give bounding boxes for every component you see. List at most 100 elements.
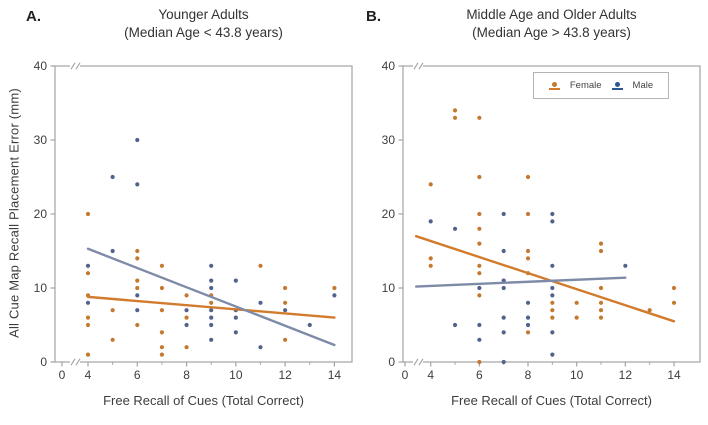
data-point-female bbox=[452, 108, 458, 113]
svg-text:6: 6 bbox=[476, 368, 483, 382]
data-point-female bbox=[477, 263, 482, 268]
svg-text:8: 8 bbox=[525, 368, 532, 382]
legend-female-label: Female bbox=[569, 80, 602, 91]
data-point-female bbox=[159, 345, 165, 350]
data-point-male bbox=[332, 293, 337, 298]
panel-b-title: Middle Age and Older Adults (Median Age … bbox=[403, 6, 700, 41]
data-point-female bbox=[110, 308, 115, 313]
trend-line-female bbox=[86, 295, 336, 319]
data-point-male bbox=[283, 308, 288, 313]
data-point-male bbox=[501, 285, 506, 291]
legend-female-key-icon bbox=[548, 81, 560, 90]
data-point-female bbox=[477, 293, 482, 298]
data-point-male bbox=[85, 300, 91, 305]
data-point-male bbox=[428, 219, 433, 224]
data-point-female bbox=[135, 248, 140, 254]
data-point-female bbox=[477, 211, 482, 217]
data-point-female bbox=[159, 285, 165, 291]
data-point-male bbox=[135, 308, 140, 313]
data-point-male bbox=[209, 278, 214, 283]
data-point-female bbox=[525, 211, 531, 217]
data-point-female bbox=[135, 278, 140, 283]
data-point-female bbox=[184, 345, 189, 350]
data-point-male bbox=[110, 174, 115, 180]
data-point-male bbox=[501, 359, 506, 365]
data-point-female bbox=[428, 263, 433, 268]
data-point-male bbox=[258, 300, 263, 305]
panel-a-x-axis-label: Free Recall of Cues (Total Correct) bbox=[103, 393, 304, 408]
data-point-male bbox=[477, 285, 482, 291]
data-point-male bbox=[209, 322, 214, 328]
data-point-female bbox=[550, 315, 555, 320]
data-point-male bbox=[550, 293, 555, 298]
data-point-female bbox=[184, 315, 189, 320]
data-point-female bbox=[428, 256, 433, 261]
data-point-male bbox=[452, 322, 458, 328]
data-point-female bbox=[525, 248, 531, 254]
data-point-female bbox=[258, 263, 263, 268]
data-point-male bbox=[110, 248, 115, 254]
svg-text:10: 10 bbox=[34, 281, 48, 295]
data-point-male bbox=[135, 293, 140, 298]
svg-text:10: 10 bbox=[382, 281, 396, 295]
svg-text:20: 20 bbox=[34, 207, 48, 221]
data-point-male bbox=[550, 330, 555, 335]
svg-text:0: 0 bbox=[40, 355, 47, 369]
data-point-female bbox=[159, 352, 165, 357]
data-point-female bbox=[671, 285, 677, 291]
data-point-female bbox=[550, 300, 555, 305]
data-point-female bbox=[598, 241, 604, 246]
data-point-male bbox=[85, 263, 91, 268]
data-point-female bbox=[525, 256, 531, 261]
data-point-male bbox=[209, 285, 214, 291]
data-point-male bbox=[550, 219, 555, 224]
panel-b: B. Middle Age and Older Adults (Median A… bbox=[354, 0, 708, 425]
data-point-female bbox=[477, 359, 482, 365]
svg-text:12: 12 bbox=[619, 368, 633, 382]
svg-text:10: 10 bbox=[229, 368, 243, 382]
data-point-male bbox=[209, 337, 214, 342]
data-point-male bbox=[525, 315, 531, 320]
data-point-female bbox=[85, 211, 91, 217]
data-point-male bbox=[135, 137, 140, 143]
trend-line-male bbox=[86, 247, 336, 347]
data-point-male bbox=[623, 263, 628, 268]
legend-male-key-icon bbox=[611, 81, 623, 90]
data-point-female bbox=[598, 300, 604, 305]
data-point-female bbox=[598, 308, 604, 313]
data-point-female bbox=[574, 300, 579, 305]
data-point-female bbox=[671, 300, 677, 305]
svg-text:8: 8 bbox=[183, 368, 190, 382]
data-point-male bbox=[477, 322, 482, 328]
svg-text:4: 4 bbox=[85, 368, 92, 382]
panel-a-letter: A. bbox=[26, 8, 41, 25]
data-point-male bbox=[477, 337, 482, 342]
data-point-male bbox=[307, 322, 312, 328]
panel-b-title-line1: Middle Age and Older Adults bbox=[466, 7, 637, 22]
svg-text:10: 10 bbox=[570, 368, 584, 382]
data-point-female bbox=[428, 182, 433, 187]
svg-text:0: 0 bbox=[59, 368, 66, 382]
data-point-female bbox=[477, 115, 482, 120]
data-point-female bbox=[332, 285, 337, 291]
data-point-male bbox=[550, 352, 555, 357]
svg-text:30: 30 bbox=[382, 133, 396, 147]
data-point-male bbox=[501, 248, 506, 254]
data-point-female bbox=[598, 248, 604, 254]
panel-a-title-line1: Younger Adults bbox=[158, 7, 249, 22]
data-point-male bbox=[550, 263, 555, 268]
data-point-female bbox=[135, 256, 140, 261]
svg-text:0: 0 bbox=[388, 355, 395, 369]
data-point-female bbox=[452, 115, 458, 120]
legend-male-label: Male bbox=[632, 80, 654, 91]
data-point-male bbox=[233, 315, 238, 320]
data-point-female bbox=[85, 352, 91, 357]
panel-a-plot: 0 10 20 30 40 0 4 6 8 10 12 14 bbox=[34, 59, 353, 382]
trend-line-male bbox=[414, 276, 627, 288]
data-point-female bbox=[647, 308, 652, 313]
data-point-male bbox=[525, 300, 531, 305]
data-point-male bbox=[209, 308, 214, 313]
legend: Female Male bbox=[533, 72, 669, 99]
data-point-male bbox=[184, 308, 189, 313]
